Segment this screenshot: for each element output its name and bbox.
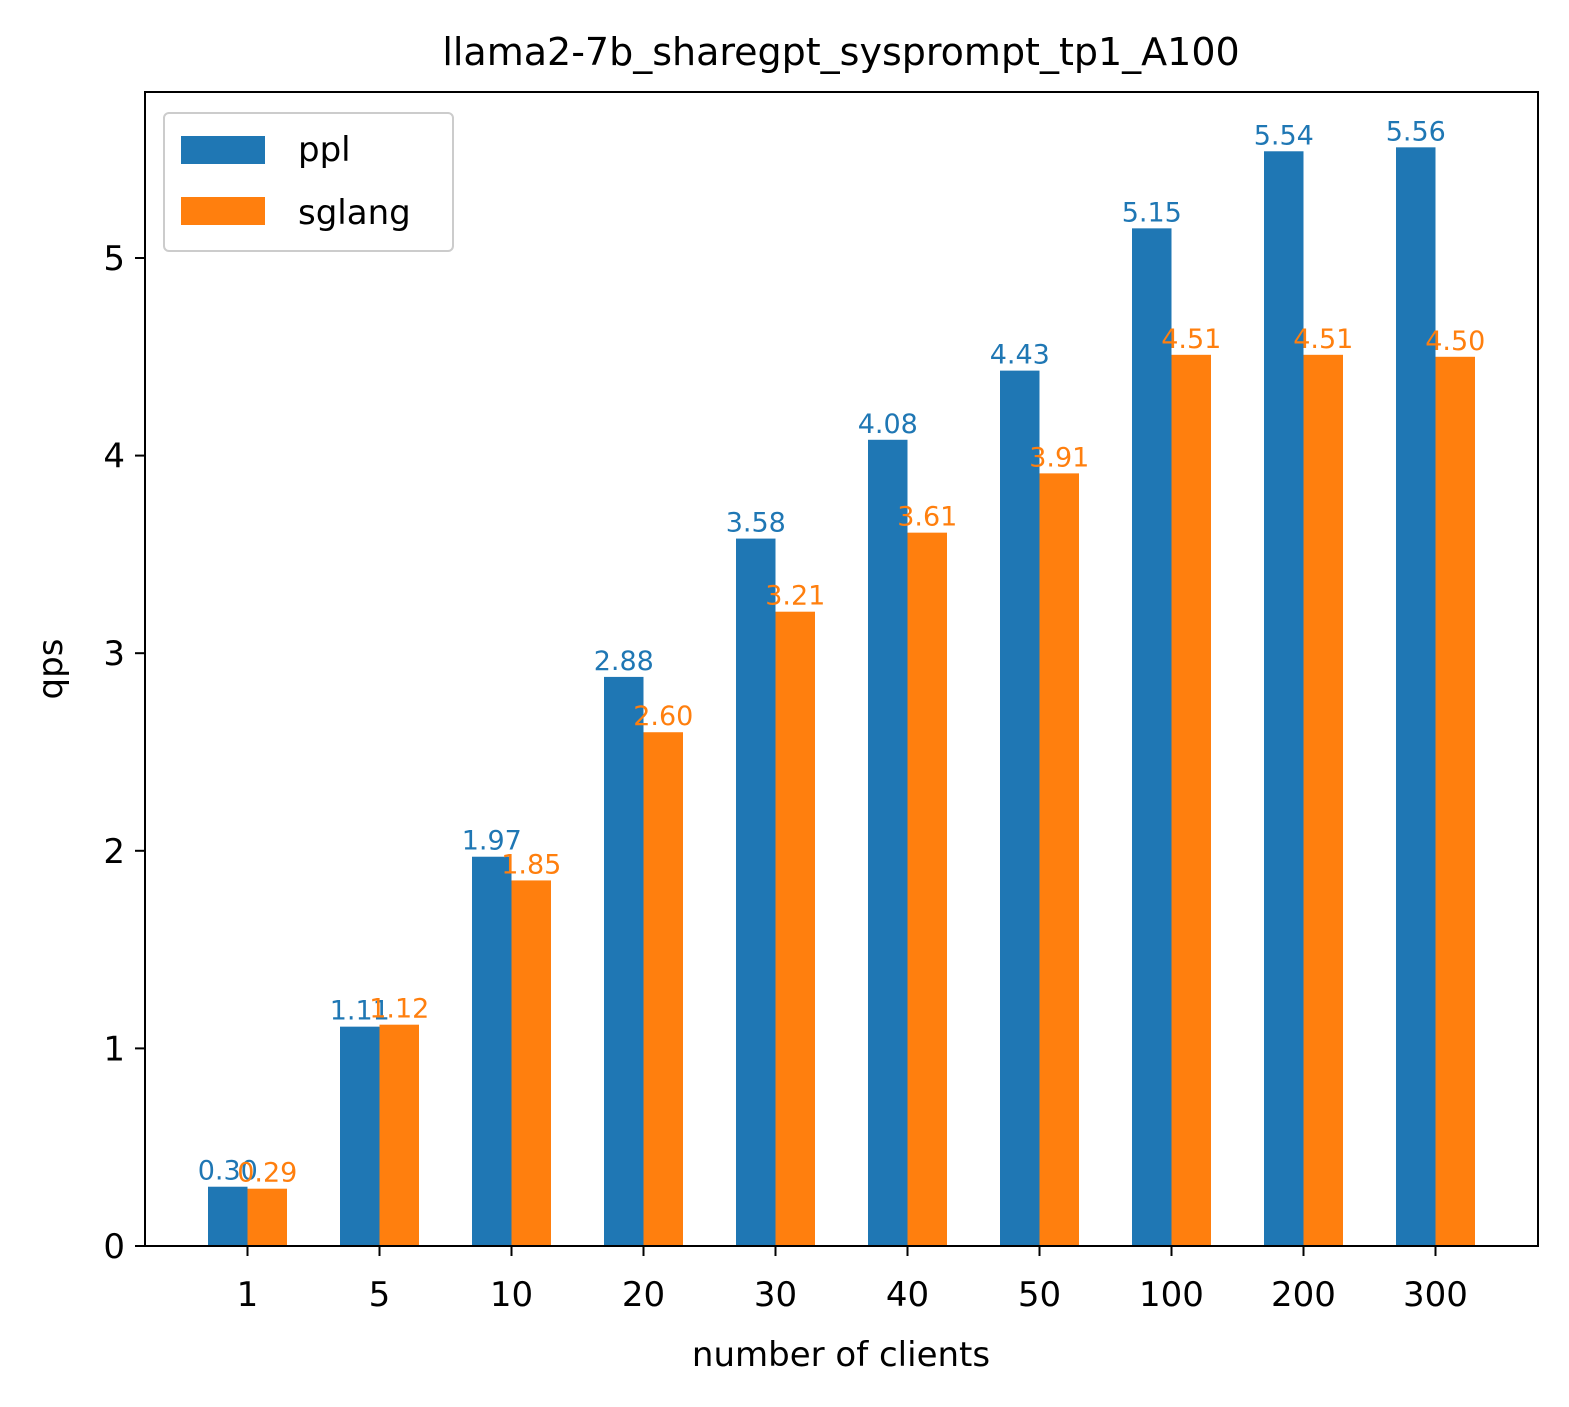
y-tick-label-5: 5	[103, 239, 125, 279]
data-label-ppl-100: 5.15	[1122, 197, 1182, 228]
y-axis: 0 1 2 3 4 5	[103, 239, 145, 1267]
x-tick-label-200: 200	[1271, 1275, 1336, 1315]
data-label-ppl-1: 0.30	[198, 1156, 258, 1187]
x-tick-label-10: 10	[490, 1275, 533, 1315]
legend-swatch-ppl	[181, 136, 265, 164]
data-label-ppl-300: 5.56	[1386, 116, 1446, 147]
x-tick-label-100: 100	[1139, 1275, 1204, 1315]
x-tick-label-20: 20	[622, 1275, 665, 1315]
legend-label-ppl: ppl	[298, 130, 351, 170]
y-tick-label-3: 3	[103, 634, 125, 674]
bar-sglang-20	[643, 732, 683, 1246]
bar-sglang-100	[1171, 354, 1211, 1246]
data-label-sglang-5: 1.12	[369, 994, 429, 1025]
data-label-ppl-20: 2.88	[594, 646, 654, 677]
data-label-sglang-30: 3.21	[765, 581, 825, 612]
y-axis-label: qps	[31, 639, 71, 700]
bar-ppl-40	[868, 439, 908, 1246]
bar-ppl-300	[1396, 147, 1436, 1247]
x-tick-label-300: 300	[1403, 1275, 1468, 1315]
plot-frame	[144, 91, 1539, 1247]
bar-sglang-300	[1435, 356, 1475, 1246]
x-axis-label: number of clients	[692, 1335, 990, 1375]
bar-ppl-5	[340, 1026, 380, 1246]
y-tick-label-1: 1	[103, 1029, 125, 1069]
data-label-sglang-1: 0.29	[237, 1158, 297, 1189]
bars-layer	[208, 147, 1475, 1247]
bar-sglang-10	[511, 880, 551, 1246]
y-tick-label-0: 0	[103, 1227, 125, 1267]
bar-ppl-10	[472, 856, 512, 1246]
data-label-sglang-200: 4.51	[1293, 324, 1353, 355]
data-label-sglang-10: 1.85	[501, 849, 561, 880]
data-labels-layer: 0.300.29 1.111.12 1.971.85 2.88 2.60 3.58 3.21…	[198, 116, 1486, 1188]
legend: ppl sglang	[163, 112, 454, 252]
x-tick-label-40: 40	[886, 1275, 929, 1315]
data-label-sglang-20: 2.60	[633, 701, 693, 732]
bar-sglang-5	[379, 1024, 419, 1246]
bar-ppl-50	[1000, 370, 1040, 1246]
data-label-sglang-300: 4.50	[1425, 326, 1485, 357]
x-tick-label-30: 30	[754, 1275, 797, 1315]
bar-sglang-200	[1303, 354, 1343, 1246]
chart-title: llama2-7b_sharegpt_sysprompt_tp1_A100	[442, 30, 1239, 74]
bar-ppl-1	[208, 1186, 248, 1246]
data-label-sglang-50: 3.91	[1029, 442, 1089, 473]
bar-ppl-30	[736, 538, 776, 1246]
x-axis: 1 5 10 20 30 40 50 100 200 300	[237, 1246, 1468, 1315]
legend-label-sglang: sglang	[298, 193, 411, 233]
x-tick-label-1: 1	[237, 1275, 259, 1315]
x-tick-label-5: 5	[369, 1275, 391, 1315]
data-label-ppl-30: 3.58	[726, 508, 786, 539]
data-label-sglang-100: 4.51	[1161, 324, 1221, 355]
bar-ppl-100	[1132, 228, 1172, 1246]
bar-ppl-200	[1264, 151, 1304, 1247]
bar-sglang-1	[247, 1188, 287, 1246]
data-label-ppl-200: 5.54	[1254, 120, 1314, 151]
data-label-ppl-50: 4.43	[990, 340, 1050, 371]
data-label-sglang-40: 3.61	[897, 502, 957, 533]
y-tick-label-4: 4	[103, 437, 125, 477]
bar-sglang-40	[907, 532, 947, 1246]
data-label-ppl-5: 1.11	[330, 996, 390, 1027]
y-tick-label-2: 2	[103, 832, 125, 872]
bar-sglang-50	[1039, 473, 1079, 1246]
x-tick-label-50: 50	[1018, 1275, 1061, 1315]
data-label-ppl-10: 1.97	[462, 826, 522, 857]
data-label-ppl-40: 4.08	[858, 409, 918, 440]
legend-swatch-sglang	[181, 197, 265, 225]
bar-sglang-30	[775, 611, 815, 1246]
bar-ppl-20	[604, 676, 644, 1246]
